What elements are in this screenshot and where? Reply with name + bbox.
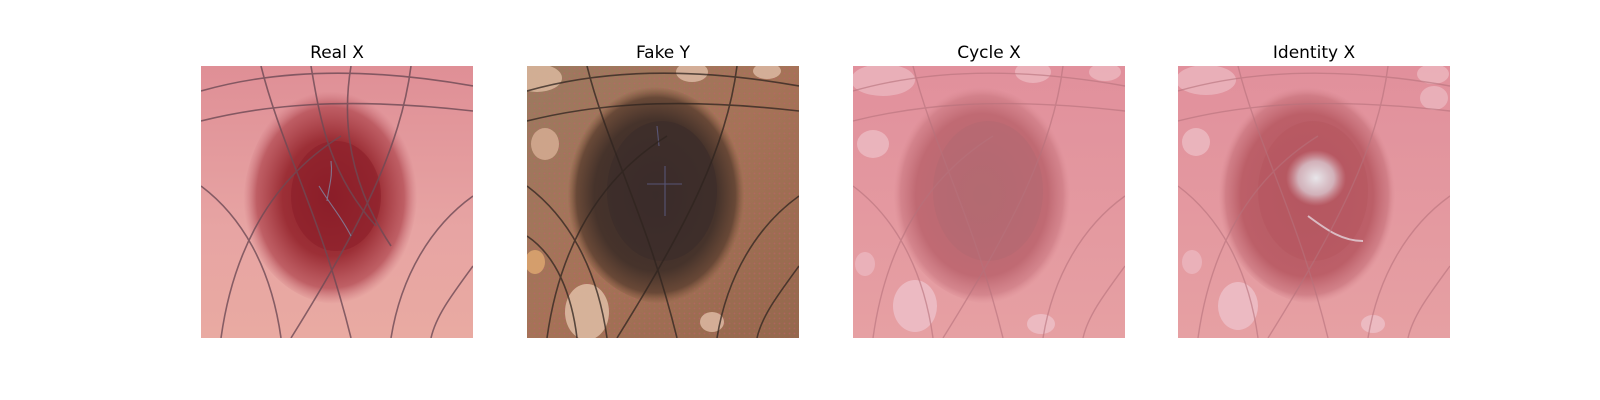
panel-title: Identity X [1272,43,1356,63]
identity-x-image [1178,66,1450,338]
cycle-x-image [853,66,1125,338]
panel-cycle-x: Cycle X [853,40,1125,338]
panel-title: Fake Y [635,43,691,63]
fake-y-image [527,66,799,338]
panel-real-x: Real X [201,40,473,338]
panel-title: Real X [310,43,364,63]
real-x-image [201,66,473,338]
panel-identity-x: Identity X [1178,40,1450,338]
panel-title: Cycle X [957,43,1021,63]
panel-fake-y: Fake Y [527,40,799,338]
